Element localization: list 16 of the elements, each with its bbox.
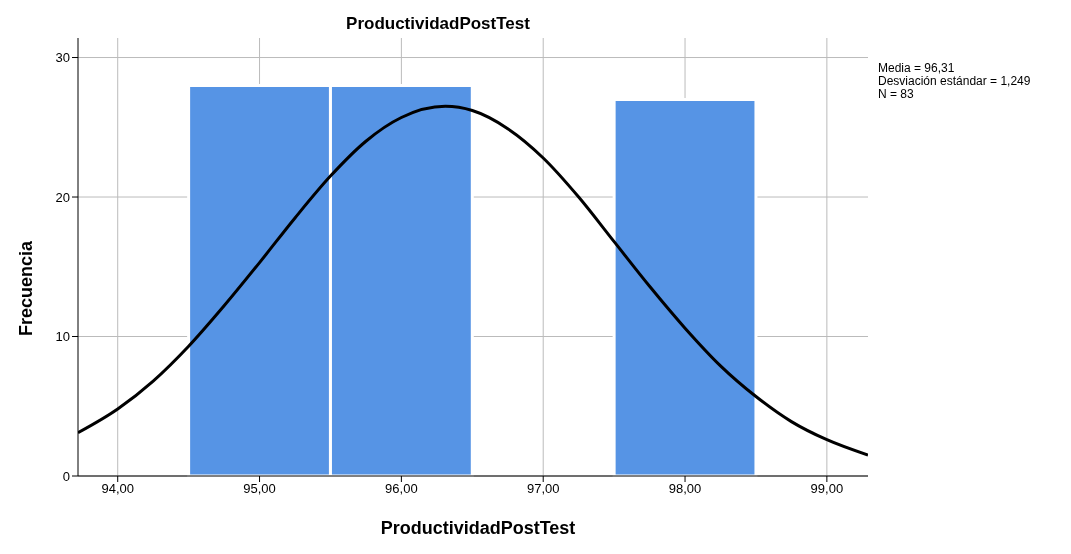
y-tick-label: 30: [55, 50, 70, 66]
text: Desviación estándar = 1,249: [878, 74, 1031, 88]
y-tick-label: 0: [62, 468, 70, 484]
x-tick-label: 96,00: [385, 481, 418, 497]
text: Media = 96,31: [878, 61, 956, 75]
x-tick-label: 97,00: [526, 481, 560, 497]
y-tick-label: 20: [55, 189, 70, 205]
x-tick-label: 98,00: [668, 481, 702, 497]
x-tick-label: 95,00: [243, 481, 276, 497]
y-tick-label: 10: [55, 329, 70, 345]
x-tick-label: 94,00: [101, 481, 134, 497]
y-axis-title: Frecuencia: [15, 240, 37, 339]
text: N = 83: [878, 87, 915, 101]
x-tick-label: 99,00: [810, 481, 844, 497]
x-axis-title: ProductividadPostTest: [379, 518, 577, 539]
chart-title: ProductividadPostTest: [345, 14, 531, 34]
